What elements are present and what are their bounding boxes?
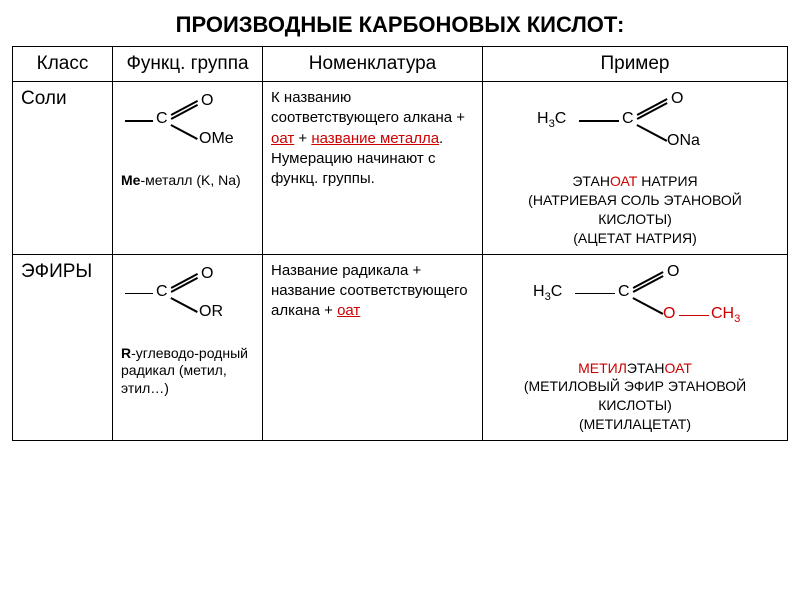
salts-nomenclature: К названию соответствующего алкана + оат… [263, 82, 483, 255]
salts-fg-cell: C O OMe Me-металл (K, Na) [113, 82, 263, 255]
row-salts: Соли C O OMe Me-металл (K, Na) К названи… [13, 82, 788, 255]
header-class: Класс [13, 47, 113, 82]
salts-fg-c: C [156, 110, 168, 128]
page-title: ПРОИЗВОДНЫЕ КАРБОНОВЫХ КИСЛОТ: [12, 12, 788, 38]
esters-fg-or: OR [199, 303, 223, 321]
esters-fg-o: O [201, 265, 213, 283]
salts-fg-diagram: C O OMe [121, 92, 254, 162]
esters-fg-note: R-углеводо-родный радикал (метил, этил…) [121, 345, 254, 398]
salts-fg-o: O [201, 92, 213, 110]
esters-nomenclature: Название радикала + название соответству… [263, 254, 483, 441]
salts-ex-diagram: H3C C O ONa [515, 88, 755, 166]
esters-ex-diagram: H3C C O O CH3 [515, 261, 755, 353]
esters-ex-altname1: (МЕТИЛОВЫЙ ЭФИР ЭТАНОВОЙ КИСЛОТЫ) [491, 377, 779, 415]
esters-fg-cell: C O OR R-углеводо-родный радикал (метил,… [113, 254, 263, 441]
row-esters: ЭФИРЫ C O OR R-углеводо-родный радикал (… [13, 254, 788, 441]
salts-ex-name: ЭТАНОАТ НАТРИЯ [491, 172, 779, 191]
header-fg: Функц. группа [113, 47, 263, 82]
esters-ex-name: МЕТИЛЭТАНОАТ [491, 359, 779, 378]
header-nomen: Номенклатура [263, 47, 483, 82]
salts-fg-ome: OMe [199, 130, 234, 148]
derivatives-table: Класс Функц. группа Номенклатура Пример … [12, 46, 788, 441]
salts-class-label: Соли [13, 82, 113, 255]
header-example: Пример [483, 47, 788, 82]
esters-example: H3C C O O CH3 МЕТИЛЭТАНОАТ (МЕТИЛОВЫЙ ЭФ… [483, 254, 788, 441]
esters-fg-diagram: C O OR [121, 265, 254, 335]
esters-ex-altname2: (МЕТИЛАЦЕТАТ) [491, 415, 779, 434]
header-row: Класс Функц. группа Номенклатура Пример [13, 47, 788, 82]
salts-fg-note: Me-металл (K, Na) [121, 172, 254, 190]
salts-example: H3C C O ONa ЭТАНОАТ НАТРИЯ (НАТРИЕВАЯ СО… [483, 82, 788, 255]
esters-fg-c: C [156, 283, 168, 301]
salts-ex-altname2: (АЦЕТАТ НАТРИЯ) [491, 229, 779, 248]
esters-class-label: ЭФИРЫ [13, 254, 113, 441]
salts-ex-altname1: (НАТРИЕВАЯ СОЛЬ ЭТАНОВОЙ КИСЛОТЫ) [491, 191, 779, 229]
